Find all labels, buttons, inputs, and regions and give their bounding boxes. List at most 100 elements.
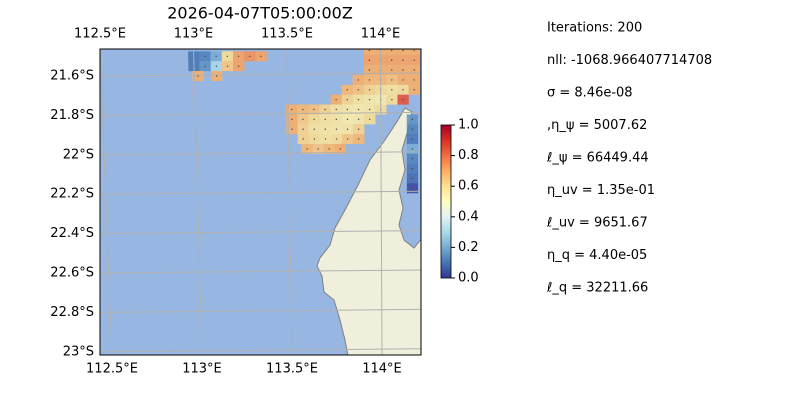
lat-label: 22.8°S bbox=[50, 305, 94, 320]
graticule bbox=[100, 49, 421, 355]
cell-dot bbox=[413, 89, 415, 91]
cell-dot bbox=[391, 69, 393, 71]
lon-label-top: 113°E bbox=[174, 27, 214, 42]
cell-dot bbox=[413, 49, 415, 52]
cell-dot bbox=[197, 75, 199, 77]
cell-dot bbox=[346, 108, 349, 111]
cell-dot bbox=[369, 118, 371, 121]
data-cell bbox=[408, 49, 420, 56]
cell-dot bbox=[368, 49, 370, 52]
cell-dot bbox=[346, 138, 349, 140]
lon-label-bottom: 114°E bbox=[362, 362, 402, 377]
cell-dot bbox=[413, 59, 415, 61]
labels: 112.5°E 112.5°E 113°E 113°E 113.5°E 113.5°E 11… bbox=[50, 21, 712, 377]
colorbar-tick-label: 0.6 bbox=[458, 179, 479, 194]
cell-dot bbox=[357, 98, 360, 101]
cell-dot bbox=[411, 177, 414, 180]
lat-label: 22.6°S bbox=[50, 266, 94, 281]
lat-label: 23°S bbox=[63, 344, 94, 359]
cell-dot bbox=[357, 108, 360, 111]
cell-dot bbox=[313, 128, 315, 130]
cell-dot bbox=[346, 89, 348, 91]
cell-dot bbox=[357, 89, 360, 91]
parallel bbox=[100, 151, 421, 156]
parallel bbox=[100, 72, 421, 77]
parallel bbox=[100, 269, 421, 274]
cell-dot bbox=[302, 108, 304, 111]
cell-dot bbox=[260, 55, 262, 57]
map-frame bbox=[99, 48, 422, 356]
lat-label: 21.6°S bbox=[50, 69, 94, 84]
cell-dot bbox=[291, 128, 293, 130]
info-line: ℓ_q = 32211.66 bbox=[546, 281, 648, 296]
cell-dot bbox=[368, 69, 371, 71]
cell-dot bbox=[358, 138, 360, 140]
cell-dot bbox=[411, 118, 414, 121]
cell-dot bbox=[357, 118, 360, 121]
cell-dot bbox=[324, 128, 327, 130]
cell-dot bbox=[335, 138, 338, 140]
colorbar-tick-label: 0.2 bbox=[458, 240, 479, 255]
cell-dot bbox=[346, 118, 349, 121]
lon-label-bottom: 113.5°E bbox=[266, 362, 318, 377]
data-cell bbox=[363, 49, 375, 56]
info-line: η_q = 4.40e-05 bbox=[547, 248, 647, 263]
cell-dot bbox=[324, 108, 326, 111]
cell-dot bbox=[324, 138, 327, 140]
cell-dot bbox=[215, 55, 217, 57]
map-area bbox=[100, 49, 421, 355]
cell-dot bbox=[302, 118, 304, 121]
cell-dot bbox=[413, 69, 415, 71]
cell-dot bbox=[339, 148, 342, 150]
info-line: η_uv = 1.35e-01 bbox=[547, 183, 655, 198]
cell-dot bbox=[402, 49, 404, 52]
cell-dot bbox=[368, 79, 371, 81]
cell-dot bbox=[368, 89, 371, 91]
info-line: σ = 8.46e-08 bbox=[547, 86, 633, 101]
meridian bbox=[380, 49, 383, 355]
cell-dot bbox=[313, 118, 315, 121]
colorbar bbox=[440, 124, 452, 279]
cell-dot bbox=[302, 138, 304, 140]
colorbar-tick-label: 1.0 bbox=[458, 118, 479, 133]
cell-dot bbox=[302, 128, 304, 130]
cell-dot bbox=[306, 148, 308, 150]
meridian bbox=[100, 49, 113, 355]
lon-label-bottom: 112.5°E bbox=[86, 362, 138, 377]
lat-label: 22.2°S bbox=[50, 187, 94, 202]
cell-dot bbox=[215, 65, 218, 67]
colorbar-tick-label: 0.8 bbox=[458, 148, 479, 163]
cell-dot bbox=[411, 128, 414, 130]
lat-label: 22.4°S bbox=[50, 226, 94, 241]
cell-dot bbox=[317, 148, 319, 150]
cell-dot bbox=[328, 148, 330, 150]
cell-dot bbox=[249, 55, 251, 57]
cell-dot bbox=[335, 108, 337, 111]
cell-dot bbox=[226, 55, 229, 57]
info-line: ℓ_ψ = 66449.44 bbox=[546, 151, 649, 166]
cell-dot bbox=[215, 75, 218, 77]
lon-label-top: 114°E bbox=[361, 27, 401, 42]
cell-dot bbox=[391, 98, 393, 101]
cell-dot bbox=[313, 108, 315, 111]
cell-dot bbox=[368, 98, 371, 101]
cell-dot bbox=[335, 98, 337, 101]
info-line: nll: -1068.966407714708 bbox=[547, 53, 712, 68]
parallel bbox=[100, 348, 421, 353]
cell-dot bbox=[291, 108, 293, 111]
cell-dot bbox=[346, 98, 348, 101]
cell-dot bbox=[357, 128, 360, 130]
colorbar-tick-label: 0.4 bbox=[458, 209, 479, 224]
lon-label-top: 113.5°E bbox=[261, 27, 313, 42]
cell-dot bbox=[204, 55, 206, 57]
lon-label-top: 112.5°E bbox=[74, 27, 126, 42]
cell-dot bbox=[291, 118, 293, 121]
cell-dot bbox=[411, 138, 414, 140]
cell-dot bbox=[391, 49, 393, 52]
cell-dot bbox=[402, 89, 404, 91]
cell-dot bbox=[357, 79, 359, 81]
cell-dot bbox=[335, 118, 338, 121]
meridian bbox=[286, 49, 293, 355]
data-cell bbox=[386, 49, 398, 56]
